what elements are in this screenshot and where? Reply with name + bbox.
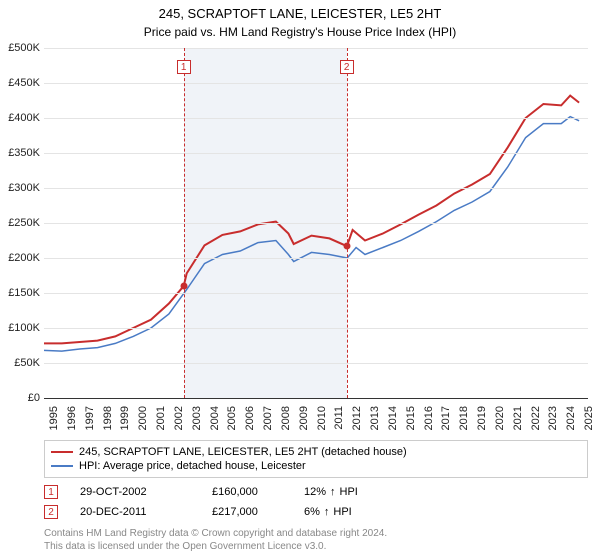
gridline bbox=[44, 363, 588, 364]
x-axis-label: 1996 bbox=[66, 406, 78, 430]
event-marker: 1 bbox=[177, 60, 191, 74]
x-axis-label: 2003 bbox=[191, 406, 203, 430]
legend-label: HPI: Average price, detached house, Leic… bbox=[79, 460, 306, 472]
x-axis-label: 2013 bbox=[369, 406, 381, 430]
disclaimer-line: Contains HM Land Registry data © Crown c… bbox=[44, 528, 588, 541]
series-line-property bbox=[44, 96, 579, 344]
gridline bbox=[44, 188, 588, 189]
x-axis-label: 1999 bbox=[119, 406, 131, 430]
legend: 245, SCRAPTOFT LANE, LEICESTER, LE5 2HT … bbox=[44, 440, 588, 478]
sale-events-table: 1 29-OCT-2002 £160,000 12% ↑ HPI 2 20-DEC-201… bbox=[44, 482, 588, 522]
y-axis-label: £0 bbox=[28, 392, 44, 404]
gridline bbox=[44, 118, 588, 119]
disclaimer-text: Contains HM Land Registry data © Crown c… bbox=[44, 528, 588, 553]
y-axis-label: £400K bbox=[8, 112, 44, 124]
disclaimer-line: This data is licensed under the Open Gov… bbox=[44, 541, 588, 554]
series-line-hpi bbox=[44, 117, 579, 352]
arrow-up-icon: ↑ bbox=[330, 486, 336, 498]
chart-subtitle: Price paid vs. HM Land Registry's House … bbox=[0, 23, 600, 43]
event-row: 1 29-OCT-2002 £160,000 12% ↑ HPI bbox=[44, 482, 588, 502]
y-axis-label: £450K bbox=[8, 77, 44, 89]
y-axis-label: £500K bbox=[8, 42, 44, 54]
event-pct-vs-hpi: 6% ↑ HPI bbox=[304, 506, 352, 518]
x-axis-label: 2002 bbox=[173, 406, 185, 430]
x-axis-label: 2023 bbox=[547, 406, 559, 430]
x-axis-label: 2019 bbox=[476, 406, 488, 430]
legend-row: HPI: Average price, detached house, Leic… bbox=[51, 459, 581, 473]
x-axis-label: 2024 bbox=[565, 406, 577, 430]
event-line bbox=[347, 48, 348, 398]
event-price: £160,000 bbox=[212, 486, 282, 498]
event-pct-vs-hpi: 12% ↑ HPI bbox=[304, 486, 358, 498]
x-axis-label: 2005 bbox=[226, 406, 238, 430]
gridline bbox=[44, 328, 588, 329]
event-marker: 2 bbox=[44, 505, 58, 519]
x-axis-label: 1998 bbox=[102, 406, 114, 430]
x-axis-label: 2007 bbox=[262, 406, 274, 430]
x-axis-label: 2011 bbox=[333, 406, 345, 430]
gridline bbox=[44, 153, 588, 154]
sale-point-dot bbox=[180, 283, 187, 290]
x-axis-label: 2009 bbox=[298, 406, 310, 430]
y-axis-label: £100K bbox=[8, 322, 44, 334]
x-axis-label: 2017 bbox=[440, 406, 452, 430]
event-date: 29-OCT-2002 bbox=[80, 486, 190, 498]
x-axis-labels: 1995 1996 1997 1998 1999 2000 2001 2002 2003 2004… bbox=[44, 402, 588, 442]
x-axis-label: 2004 bbox=[209, 406, 221, 430]
gridline bbox=[44, 83, 588, 84]
x-axis-label: 2018 bbox=[458, 406, 470, 430]
event-line bbox=[184, 48, 185, 398]
gridline bbox=[44, 258, 588, 259]
sale-point-dot bbox=[343, 243, 350, 250]
arrow-up-icon: ↑ bbox=[324, 506, 330, 518]
legend-label: 245, SCRAPTOFT LANE, LEICESTER, LE5 2HT … bbox=[79, 446, 407, 458]
x-axis-label: 2015 bbox=[405, 406, 417, 430]
x-axis-label: 2014 bbox=[387, 406, 399, 430]
y-axis-label: £150K bbox=[8, 287, 44, 299]
legend-swatch bbox=[51, 451, 73, 453]
x-axis-label: 2010 bbox=[316, 406, 328, 430]
x-axis-label: 2006 bbox=[244, 406, 256, 430]
y-axis-label: £350K bbox=[8, 147, 44, 159]
gridline bbox=[44, 293, 588, 294]
x-axis-label: 2021 bbox=[512, 406, 524, 430]
x-axis-label: 2001 bbox=[155, 406, 167, 430]
y-axis-label: £300K bbox=[8, 182, 44, 194]
x-axis-label: 2020 bbox=[494, 406, 506, 430]
x-axis-label: 2000 bbox=[137, 406, 149, 430]
gridline bbox=[44, 223, 588, 224]
x-axis-label: 1995 bbox=[48, 406, 60, 430]
legend-row: 245, SCRAPTOFT LANE, LEICESTER, LE5 2HT … bbox=[51, 445, 581, 459]
y-axis-label: £200K bbox=[8, 252, 44, 264]
x-axis-label: 2016 bbox=[423, 406, 435, 430]
x-axis-label: 2022 bbox=[530, 406, 542, 430]
gridline bbox=[44, 48, 588, 49]
x-axis-label: 2012 bbox=[351, 406, 363, 430]
x-axis-label: 1997 bbox=[84, 406, 96, 430]
x-axis-label: 2025 bbox=[583, 406, 595, 430]
event-price: £217,000 bbox=[212, 506, 282, 518]
event-marker: 2 bbox=[340, 60, 354, 74]
legend-swatch bbox=[51, 465, 73, 467]
event-marker: 1 bbox=[44, 485, 58, 499]
chart-plot-area: £0£50K£100K£150K£200K£250K£300K£350K£400… bbox=[44, 48, 588, 398]
chart-title: 245, SCRAPTOFT LANE, LEICESTER, LE5 2HT bbox=[0, 0, 600, 23]
y-axis-label: £50K bbox=[14, 357, 44, 369]
gridline bbox=[44, 398, 588, 399]
y-axis-label: £250K bbox=[8, 217, 44, 229]
event-row: 2 20-DEC-2011 £217,000 6% ↑ HPI bbox=[44, 502, 588, 522]
event-date: 20-DEC-2011 bbox=[80, 506, 190, 518]
x-axis-label: 2008 bbox=[280, 406, 292, 430]
